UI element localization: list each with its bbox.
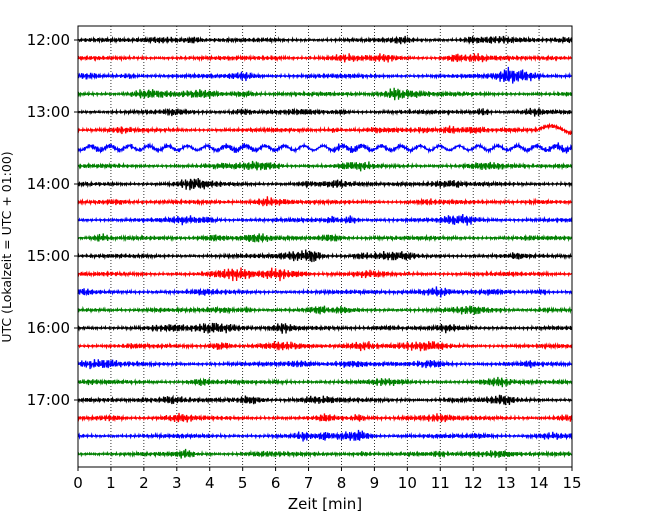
seismic-trace [77,267,573,282]
y-tick-label: 16:00 [27,319,70,337]
x-tick-label: 13 [497,474,516,492]
y-tick-label: 14:00 [27,175,70,193]
seismic-trace [77,122,573,136]
x-axis: 0 1 2 3 4 5 6 7 8 9 10 11 12 13 14 15 [73,467,582,492]
seismic-trace [77,177,573,191]
seismic-trace [77,305,573,315]
x-tick-label: 10 [398,474,417,492]
y-tick-label: 13:00 [27,103,70,121]
x-tick-label: 3 [172,474,182,492]
x-tick-label: 2 [139,474,149,492]
seismic-trace [77,376,573,388]
seismic-trace [77,394,573,406]
x-tick-label: 12 [464,474,483,492]
y-axis-label: UTC (Lokalzeit = UTC + 01:00) [0,151,14,342]
seismic-trace [77,66,573,84]
x-tick-label: 11 [431,474,450,492]
x-axis-label: Zeit [min] [288,495,362,513]
x-tick-label: 15 [562,474,581,492]
seismic-trace [77,196,573,207]
trace-group [77,35,573,459]
y-tick-label: 12:00 [27,31,70,49]
x-tick-label: 7 [304,474,314,492]
x-tick-label: 6 [271,474,281,492]
plot-frame [77,25,573,468]
seismic-trace [77,412,573,423]
seismic-trace [77,322,573,334]
seismic-trace [77,341,573,352]
seismic-trace [77,107,573,117]
y-tick-label: 17:00 [27,391,70,409]
y-axis: 12:00 13:00 14:00 15:00 16:00 17:00 [27,31,78,409]
x-tick-label: 4 [205,474,215,492]
x-tick-label: 9 [370,474,380,492]
seismic-trace [77,35,573,45]
x-tick-label: 5 [238,474,248,492]
x-tick-label: 1 [106,474,116,492]
seismic-trace [77,286,573,298]
seismic-trace [77,87,573,101]
x-tick-label: 8 [337,474,347,492]
seismic-trace [77,249,573,263]
seismic-trace [77,53,573,63]
seismic-trace [77,141,573,155]
seismic-trace [77,448,573,459]
seismic-trace [77,160,573,172]
x-tick-label: 14 [530,474,549,492]
seismic-trace [77,359,573,370]
seismic-trace [77,233,573,244]
y-tick-label: 15:00 [27,247,70,265]
x-tick-label: 0 [73,474,83,492]
seismic-trace [77,429,573,442]
seismic-trace [77,213,573,226]
